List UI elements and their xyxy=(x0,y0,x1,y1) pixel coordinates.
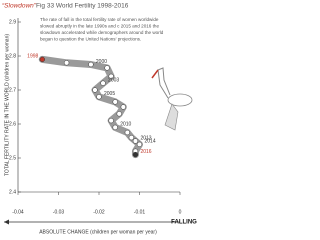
point xyxy=(39,56,45,63)
x-tick-label: -0.02 xyxy=(93,209,105,215)
y-axis-label: TOTAL FERTILITY RATE IN THE WORLD (child… xyxy=(4,34,10,176)
point xyxy=(112,124,118,131)
point xyxy=(124,129,130,136)
point xyxy=(120,104,126,110)
point-label: 2014 xyxy=(145,139,156,145)
falling-arrowhead xyxy=(4,219,9,225)
point xyxy=(88,61,94,68)
x-tick-label: -0.01 xyxy=(134,209,146,215)
point xyxy=(116,111,122,117)
point-label: 2016 xyxy=(140,149,151,155)
y-tick-label: 2.5 xyxy=(9,155,16,161)
point xyxy=(96,94,102,100)
x-axis-label: ABSOLUTE CHANGE (children per woman per … xyxy=(39,229,157,235)
point xyxy=(63,60,70,66)
point xyxy=(132,151,139,158)
x-tick-label: 0 xyxy=(179,209,182,215)
point xyxy=(100,80,106,86)
point xyxy=(92,87,98,93)
point-label: 2013 xyxy=(140,135,151,141)
point xyxy=(104,65,110,71)
point-label: 2010 xyxy=(120,122,131,128)
point-label: 2005 xyxy=(104,91,115,97)
y-tick-label: 2.7 xyxy=(9,87,16,93)
chart-title: Fig 33 World Fertility 1998-2016 xyxy=(36,3,129,10)
chart: “Slowdown” Fig 33 World Fertility 1998-2… xyxy=(2,3,197,236)
point xyxy=(128,134,135,141)
y-tick-label: 2.4 xyxy=(9,189,16,195)
y-tick-label: 2.6 xyxy=(9,121,16,127)
chart-title-highlight: “Slowdown” xyxy=(2,3,37,10)
y-tick-label: 2.8 xyxy=(9,53,16,59)
point xyxy=(108,117,114,124)
point xyxy=(132,138,139,144)
point-label: 2003 xyxy=(108,78,119,84)
point xyxy=(108,73,114,80)
x-tick-label: -0.03 xyxy=(53,209,65,215)
point xyxy=(112,99,118,105)
stork xyxy=(151,67,193,131)
annotation: slowed abruptly in the late 1990s and c … xyxy=(40,24,159,29)
point xyxy=(136,141,143,148)
annotation: The rate of fall in the total fertility … xyxy=(40,17,159,22)
y-tick-label: 2.9 xyxy=(9,19,16,25)
x-tick-label: -0.04 xyxy=(12,209,24,215)
point-label: 1998 xyxy=(27,54,38,60)
annotation: slowdown accelerated while demographers … xyxy=(40,30,164,35)
direction-label: FALLING xyxy=(171,220,197,226)
point-label: 2000 xyxy=(96,59,107,65)
annotation: began to question the United Nations' pr… xyxy=(40,37,141,42)
